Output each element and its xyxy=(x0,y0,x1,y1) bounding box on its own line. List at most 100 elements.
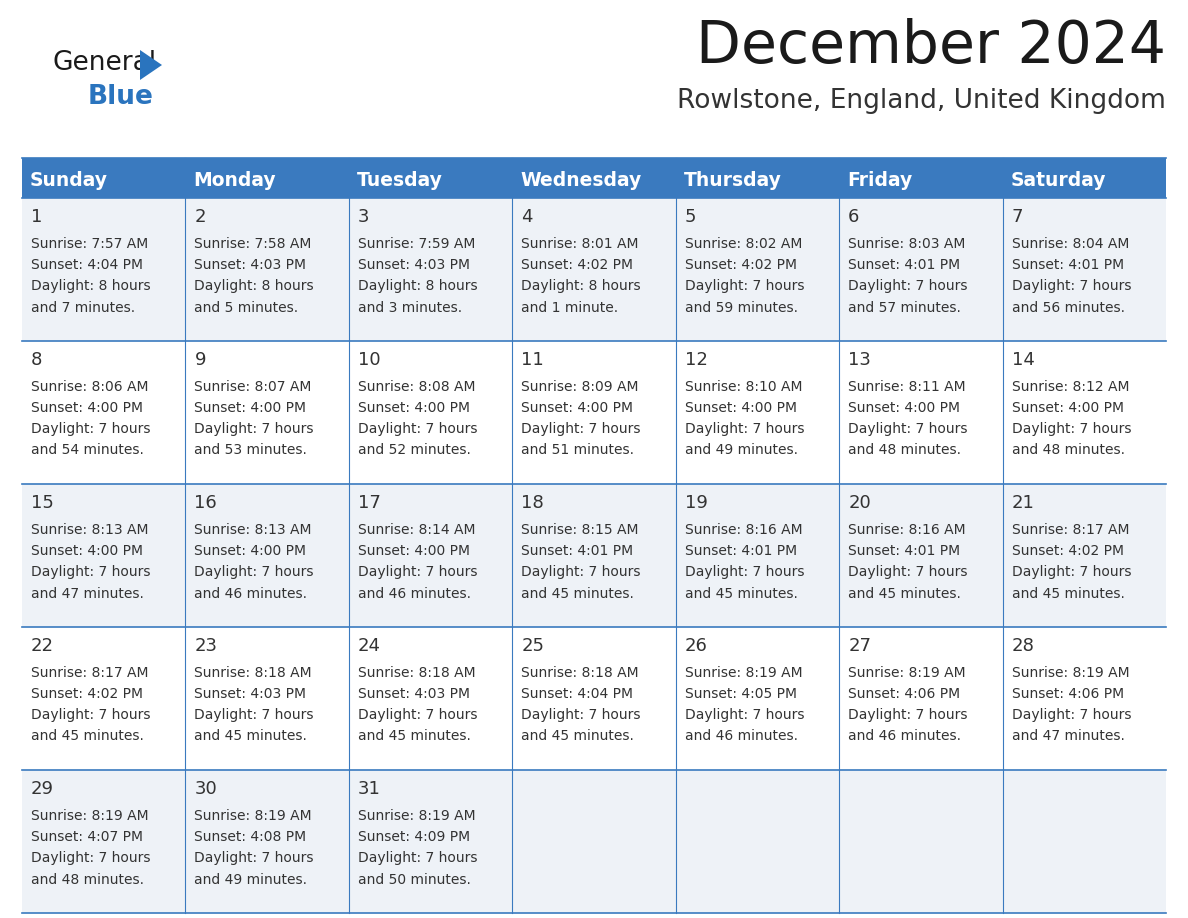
Text: Sunset: 4:01 PM: Sunset: 4:01 PM xyxy=(522,544,633,558)
Text: Daylight: 7 hours: Daylight: 7 hours xyxy=(358,422,478,436)
Text: Sunrise: 8:06 AM: Sunrise: 8:06 AM xyxy=(31,380,148,394)
Text: Sunset: 4:03 PM: Sunset: 4:03 PM xyxy=(195,687,307,701)
Text: Daylight: 7 hours: Daylight: 7 hours xyxy=(522,565,640,579)
Text: Sunrise: 8:08 AM: Sunrise: 8:08 AM xyxy=(358,380,475,394)
Text: 30: 30 xyxy=(195,780,217,798)
Text: and 49 minutes.: and 49 minutes. xyxy=(684,443,797,457)
Text: Sunrise: 8:13 AM: Sunrise: 8:13 AM xyxy=(31,522,148,537)
Text: Sunset: 4:02 PM: Sunset: 4:02 PM xyxy=(1011,544,1124,558)
Text: Sunset: 4:06 PM: Sunset: 4:06 PM xyxy=(1011,687,1124,701)
Text: 18: 18 xyxy=(522,494,544,512)
Text: Sunrise: 8:19 AM: Sunrise: 8:19 AM xyxy=(31,809,148,823)
Text: General: General xyxy=(52,50,156,76)
Text: Sunset: 4:00 PM: Sunset: 4:00 PM xyxy=(684,401,797,415)
Text: Sunrise: 8:14 AM: Sunrise: 8:14 AM xyxy=(358,522,475,537)
Text: Sunset: 4:01 PM: Sunset: 4:01 PM xyxy=(848,258,960,272)
Text: Sunset: 4:02 PM: Sunset: 4:02 PM xyxy=(31,687,143,701)
Text: 16: 16 xyxy=(195,494,217,512)
Bar xyxy=(23,770,1165,913)
Text: Sunset: 4:00 PM: Sunset: 4:00 PM xyxy=(31,401,143,415)
Text: and 48 minutes.: and 48 minutes. xyxy=(848,443,961,457)
Text: Daylight: 7 hours: Daylight: 7 hours xyxy=(684,279,804,293)
Text: Daylight: 7 hours: Daylight: 7 hours xyxy=(31,708,151,722)
Polygon shape xyxy=(140,50,162,80)
Text: Sunset: 4:00 PM: Sunset: 4:00 PM xyxy=(848,401,960,415)
Bar xyxy=(23,341,1165,484)
Text: 6: 6 xyxy=(848,208,859,226)
Text: 9: 9 xyxy=(195,351,206,369)
Text: Sunset: 4:00 PM: Sunset: 4:00 PM xyxy=(31,544,143,558)
Text: 4: 4 xyxy=(522,208,532,226)
Text: Daylight: 7 hours: Daylight: 7 hours xyxy=(684,708,804,722)
Text: Daylight: 7 hours: Daylight: 7 hours xyxy=(848,422,968,436)
Text: Sunrise: 8:19 AM: Sunrise: 8:19 AM xyxy=(848,666,966,679)
Text: Sunset: 4:07 PM: Sunset: 4:07 PM xyxy=(31,830,143,844)
Text: Daylight: 7 hours: Daylight: 7 hours xyxy=(1011,708,1131,722)
Text: Sunrise: 7:59 AM: Sunrise: 7:59 AM xyxy=(358,237,475,251)
Text: and 46 minutes.: and 46 minutes. xyxy=(684,730,797,744)
Text: Daylight: 7 hours: Daylight: 7 hours xyxy=(31,422,151,436)
Text: and 50 minutes.: and 50 minutes. xyxy=(358,872,470,887)
Text: 25: 25 xyxy=(522,637,544,655)
Text: Sunrise: 8:13 AM: Sunrise: 8:13 AM xyxy=(195,522,312,537)
Text: Daylight: 7 hours: Daylight: 7 hours xyxy=(848,708,968,722)
Text: Sunset: 4:02 PM: Sunset: 4:02 PM xyxy=(522,258,633,272)
Text: Saturday: Saturday xyxy=(1011,171,1106,189)
Text: and 46 minutes.: and 46 minutes. xyxy=(848,730,961,744)
Text: and 48 minutes.: and 48 minutes. xyxy=(31,872,144,887)
Text: 28: 28 xyxy=(1011,637,1035,655)
Text: Daylight: 7 hours: Daylight: 7 hours xyxy=(848,279,968,293)
Text: Daylight: 7 hours: Daylight: 7 hours xyxy=(358,851,478,866)
Text: 14: 14 xyxy=(1011,351,1035,369)
Text: Daylight: 8 hours: Daylight: 8 hours xyxy=(522,279,640,293)
Text: 10: 10 xyxy=(358,351,380,369)
Text: Sunrise: 8:19 AM: Sunrise: 8:19 AM xyxy=(1011,666,1130,679)
Text: 21: 21 xyxy=(1011,494,1035,512)
Text: Sunrise: 8:16 AM: Sunrise: 8:16 AM xyxy=(684,522,802,537)
Text: 31: 31 xyxy=(358,780,380,798)
Text: Sunset: 4:01 PM: Sunset: 4:01 PM xyxy=(848,544,960,558)
Text: Daylight: 7 hours: Daylight: 7 hours xyxy=(1011,279,1131,293)
Text: 3: 3 xyxy=(358,208,369,226)
Text: Daylight: 7 hours: Daylight: 7 hours xyxy=(522,708,640,722)
Text: Sunset: 4:02 PM: Sunset: 4:02 PM xyxy=(684,258,797,272)
Text: Sunday: Sunday xyxy=(30,171,108,189)
Text: and 47 minutes.: and 47 minutes. xyxy=(31,587,144,600)
Text: 17: 17 xyxy=(358,494,380,512)
Text: Daylight: 7 hours: Daylight: 7 hours xyxy=(1011,422,1131,436)
Text: Sunset: 4:01 PM: Sunset: 4:01 PM xyxy=(1011,258,1124,272)
Text: 12: 12 xyxy=(684,351,708,369)
Text: Daylight: 7 hours: Daylight: 7 hours xyxy=(1011,565,1131,579)
Text: and 45 minutes.: and 45 minutes. xyxy=(684,587,797,600)
Text: and 45 minutes.: and 45 minutes. xyxy=(31,730,144,744)
Text: Sunset: 4:00 PM: Sunset: 4:00 PM xyxy=(358,401,470,415)
Text: Rowlstone, England, United Kingdom: Rowlstone, England, United Kingdom xyxy=(677,88,1165,114)
Text: and 46 minutes.: and 46 minutes. xyxy=(195,587,308,600)
Text: Sunset: 4:06 PM: Sunset: 4:06 PM xyxy=(848,687,960,701)
Text: Daylight: 7 hours: Daylight: 7 hours xyxy=(358,708,478,722)
Text: Daylight: 7 hours: Daylight: 7 hours xyxy=(31,565,151,579)
Text: Blue: Blue xyxy=(88,84,154,110)
Text: 15: 15 xyxy=(31,494,53,512)
Text: and 54 minutes.: and 54 minutes. xyxy=(31,443,144,457)
Text: and 45 minutes.: and 45 minutes. xyxy=(1011,587,1125,600)
Text: Sunrise: 8:03 AM: Sunrise: 8:03 AM xyxy=(848,237,966,251)
Text: and 45 minutes.: and 45 minutes. xyxy=(848,587,961,600)
Text: 29: 29 xyxy=(31,780,53,798)
Bar xyxy=(23,627,1165,770)
Text: and 53 minutes.: and 53 minutes. xyxy=(195,443,308,457)
Text: and 48 minutes.: and 48 minutes. xyxy=(1011,443,1125,457)
Text: and 52 minutes.: and 52 minutes. xyxy=(358,443,470,457)
Text: Monday: Monday xyxy=(194,171,276,189)
Text: Sunrise: 8:17 AM: Sunrise: 8:17 AM xyxy=(31,666,148,679)
Text: Thursday: Thursday xyxy=(684,171,782,189)
Text: Daylight: 7 hours: Daylight: 7 hours xyxy=(522,422,640,436)
Text: Sunrise: 8:12 AM: Sunrise: 8:12 AM xyxy=(1011,380,1129,394)
Text: Daylight: 7 hours: Daylight: 7 hours xyxy=(684,422,804,436)
Text: Daylight: 7 hours: Daylight: 7 hours xyxy=(195,565,314,579)
Text: Sunrise: 8:18 AM: Sunrise: 8:18 AM xyxy=(195,666,312,679)
Text: Sunset: 4:05 PM: Sunset: 4:05 PM xyxy=(684,687,797,701)
Text: Daylight: 8 hours: Daylight: 8 hours xyxy=(358,279,478,293)
Text: and 56 minutes.: and 56 minutes. xyxy=(1011,300,1125,315)
Text: Sunset: 4:04 PM: Sunset: 4:04 PM xyxy=(522,687,633,701)
